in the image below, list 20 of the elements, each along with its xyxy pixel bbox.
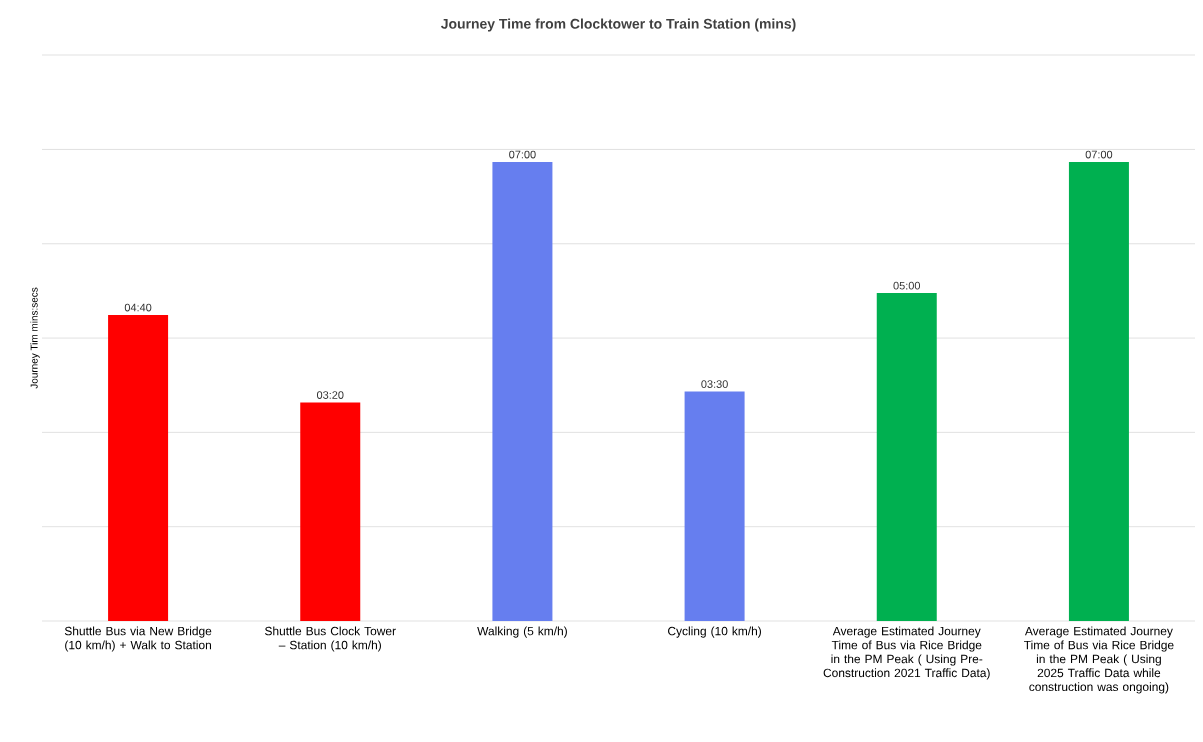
data-label: 07:00 bbox=[509, 150, 536, 159]
x-tick-label: Average Estimated Journey Time of Bus via Rice Bridge in the PM Peak ( Using 2025 Traffic Data while construction was ongoing) bbox=[1024, 626, 1174, 694]
y-axis-title: Journey Tim mins:secs bbox=[30, 287, 40, 389]
x-tick-label: Walking (5 km/h) bbox=[477, 626, 567, 638]
bar bbox=[492, 161, 553, 621]
bar bbox=[300, 402, 361, 621]
bar bbox=[108, 314, 169, 621]
bar bbox=[876, 293, 937, 621]
x-tick-label: Shuttle Bus Clock Tower – Station (10 km/h) bbox=[265, 626, 396, 652]
bar bbox=[684, 391, 745, 621]
data-label: 03:20 bbox=[316, 391, 344, 399]
chart-title: Journey Time from Clocktower to Train Station (mins) bbox=[440, 18, 796, 32]
data-label: 05:00 bbox=[893, 281, 921, 290]
x-tick-label: Average Estimated Journey Time of Bus via Rice Bridge in the PM Peak ( Using Pre-Construction 2021 Traffic Data) bbox=[823, 626, 990, 680]
x-tick-label: Cycling (10 km/h) bbox=[668, 626, 761, 638]
x-tick-label: Shuttle Bus via New Bridge (10 km/h) + Walk to Station bbox=[64, 626, 212, 652]
data-label: 07:00 bbox=[1085, 150, 1113, 159]
bar bbox=[1068, 161, 1129, 621]
data-label: 04:40 bbox=[124, 303, 152, 312]
data-label: 03:30 bbox=[701, 380, 728, 388]
